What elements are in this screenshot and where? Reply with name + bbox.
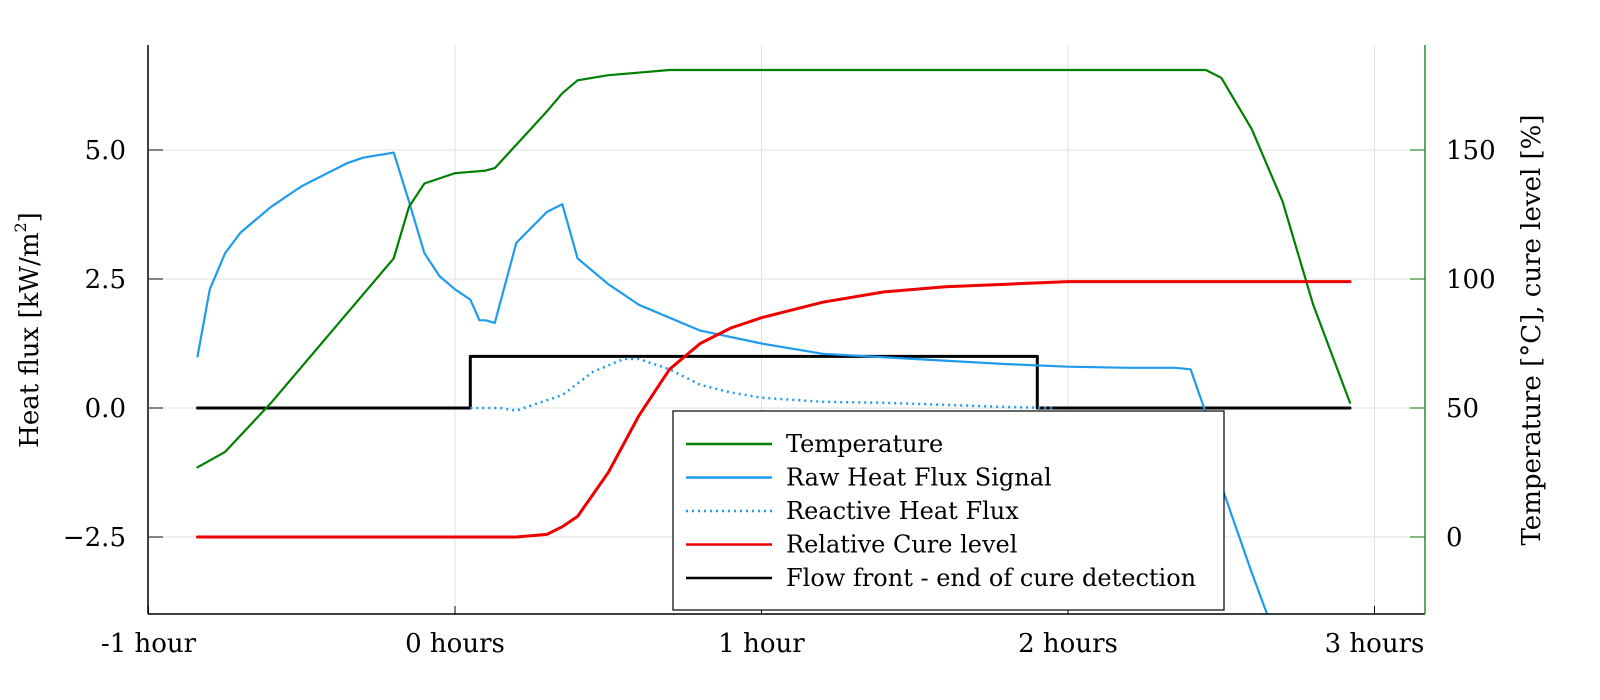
y-tick-label: 5.0 — [85, 136, 126, 166]
series-raw-heat-flux-signal — [196, 151, 1269, 614]
y-tick-label: −2.5 — [63, 523, 126, 553]
series-layer — [196, 68, 1352, 614]
legend-label: Temperature — [786, 430, 943, 458]
x-tick-label: 1 hour — [718, 629, 805, 659]
legend-label: Raw Heat Flux Signal — [786, 464, 1052, 492]
left-axis-title: Heat flux [kW/m2] — [11, 212, 45, 448]
x-tick-label: 3 hours — [1325, 629, 1425, 659]
y-tick-label: 2.5 — [85, 265, 126, 295]
x-tick-label: -1 hour — [101, 629, 197, 659]
legend-label: Relative Cure level — [786, 531, 1017, 559]
y-right-tick-label: 0 — [1446, 523, 1463, 553]
axes-layer — [147, 45, 1426, 615]
y-right-tick-label: 50 — [1446, 394, 1479, 424]
series-relative-cure-level — [196, 280, 1352, 539]
right-axis-title: Temperature [°C], cure level [%] — [1517, 114, 1547, 545]
x-tick-label: 0 hours — [405, 629, 505, 659]
y-right-tick-label: 100 — [1446, 265, 1496, 295]
y-tick-label: 0.0 — [85, 394, 126, 424]
tick-labels: -1 hour 0 hours 1 hour 2 hours 3 hours 5.0 2.5… — [63, 136, 1496, 659]
legend-label: Flow front - end of cure detection — [786, 564, 1196, 592]
series-flow-front-end-of-cure-detection — [196, 354, 1352, 410]
y-right-tick-label: 150 — [1446, 136, 1496, 166]
series-temperature — [196, 68, 1352, 469]
x-tick-label: 2 hours — [1018, 629, 1118, 659]
legend-label: Reactive Heat Flux — [786, 497, 1019, 525]
legend: Temperature Raw Heat Flux Signal Reactive … — [672, 410, 1225, 611]
